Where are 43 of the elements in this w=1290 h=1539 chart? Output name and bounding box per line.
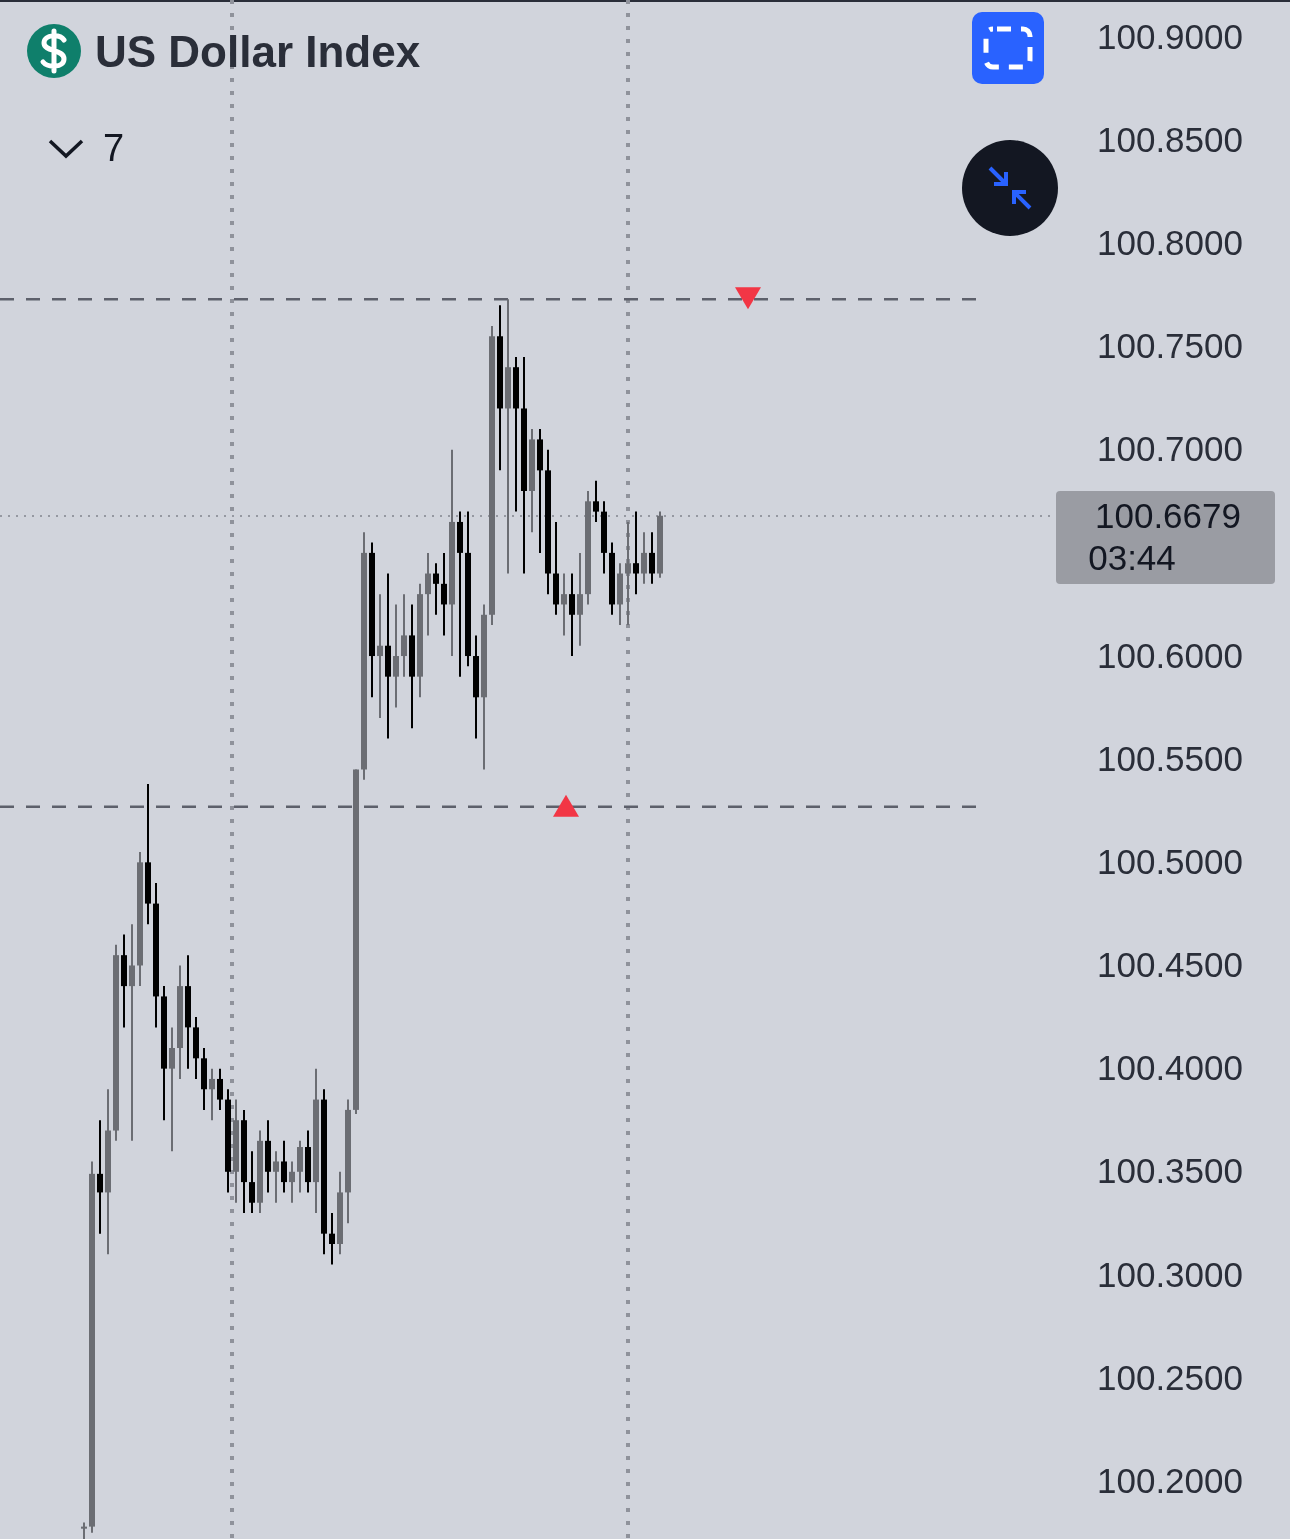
y-tick-label: 100.3500 bbox=[1097, 1151, 1243, 1191]
y-tick-label: 100.6000 bbox=[1097, 635, 1243, 675]
y-tick-label: 100.7500 bbox=[1097, 326, 1243, 366]
candlestick bbox=[249, 1150, 255, 1215]
candlestick bbox=[393, 603, 399, 709]
y-tick-label: 100.2000 bbox=[1097, 1460, 1243, 1500]
candlestick bbox=[633, 510, 639, 596]
candlestick bbox=[97, 1119, 103, 1235]
y-tick-label: 100.5000 bbox=[1097, 842, 1243, 882]
y-tick-label: 100.3000 bbox=[1097, 1254, 1243, 1294]
candlestick bbox=[425, 551, 431, 637]
y-tick-label: 100.2500 bbox=[1097, 1357, 1243, 1397]
text: US Dollar Index bbox=[95, 27, 421, 76]
annotation: 7 bbox=[103, 127, 125, 169]
candlestick bbox=[593, 479, 599, 523]
y-tick-label: 100.4500 bbox=[1097, 945, 1243, 985]
candlestick bbox=[641, 531, 647, 585]
candlestick bbox=[289, 1160, 295, 1204]
candlestick bbox=[169, 1026, 175, 1153]
candlestick bbox=[217, 1067, 223, 1111]
candlestick bbox=[129, 923, 135, 1142]
y-tick-label: 100.5500 bbox=[1097, 738, 1243, 778]
candlestick bbox=[273, 1150, 279, 1204]
candlestick bbox=[329, 1212, 335, 1266]
candlestick bbox=[281, 1139, 287, 1194]
candlestick bbox=[649, 531, 655, 585]
candlestick bbox=[433, 562, 439, 616]
candlestick bbox=[377, 593, 383, 719]
candlestick bbox=[625, 520, 631, 627]
candlestick bbox=[561, 572, 567, 637]
candlestick bbox=[569, 572, 575, 658]
y-tick-label: 100.7000 bbox=[1097, 429, 1243, 469]
candlestick bbox=[577, 551, 583, 647]
y-tick-label: 100.9000 bbox=[1097, 16, 1243, 56]
text: 03:44 bbox=[1088, 537, 1176, 577]
candlestick bbox=[401, 593, 407, 678]
y-tick-label: 100.8000 bbox=[1097, 223, 1243, 263]
y-tick-label: 100.4000 bbox=[1097, 1048, 1243, 1088]
candlestick bbox=[209, 1067, 215, 1122]
y-tick-label: 100.8500 bbox=[1097, 119, 1243, 159]
candlestick bbox=[441, 551, 447, 637]
ref-line-label: 100.6679 bbox=[1095, 495, 1241, 535]
candlestick bbox=[81, 1521, 87, 1539]
